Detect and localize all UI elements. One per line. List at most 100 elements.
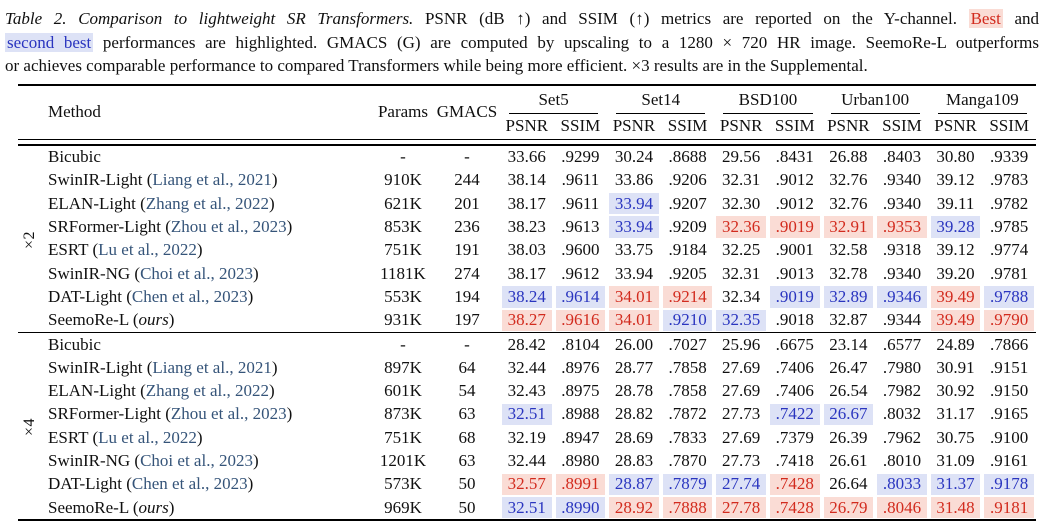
value-cell: .9210 [661, 309, 715, 333]
value-cell: 32.43 [500, 379, 554, 402]
value-cell: .8403 [875, 145, 929, 169]
method-cell: SwinIR-NG (Choi et al., 2023) [42, 449, 372, 472]
value-cell: 32.35 [714, 309, 768, 333]
value-cell: .9774 [982, 239, 1036, 262]
value-cell: 28.87 [607, 473, 661, 496]
value-cell: .9178 [982, 473, 1036, 496]
value-cell: 39.12 [929, 169, 983, 192]
citation[interactable]: Choi et al., 2023 [140, 264, 253, 283]
citation[interactable]: Liang et al., 2021 [152, 358, 271, 377]
value-cell: .9340 [875, 169, 929, 192]
method-name: Bicubic [48, 335, 101, 354]
value-cell: .9790 [982, 309, 1036, 333]
method-name: SeemoRe-L [48, 498, 129, 517]
method-cell: DAT-Light (Chen et al., 2023) [42, 285, 372, 308]
value-cell: .7858 [661, 356, 715, 379]
value-cell: .8988 [554, 403, 608, 426]
gmacs-cell: 63 [434, 403, 500, 426]
value-cell: 24.89 [929, 333, 983, 356]
value-cell: .9012 [768, 192, 822, 215]
value-cell: 32.44 [500, 356, 554, 379]
value-cell: .9782 [982, 192, 1036, 215]
value-cell: .9616 [554, 309, 608, 333]
value-cell: 32.78 [822, 262, 876, 285]
citation[interactable]: Zhang et al., 2022 [146, 194, 269, 213]
metric-subheader: PSNR [500, 114, 554, 140]
value-cell: 30.24 [607, 145, 661, 169]
params-cell: 897K [372, 356, 434, 379]
value-cell: 32.91 [822, 215, 876, 238]
value-cell: .7406 [768, 379, 822, 402]
value-cell: .7027 [661, 333, 715, 356]
citation[interactable]: Zhou et al., 2023 [171, 404, 287, 423]
value-cell: 26.47 [822, 356, 876, 379]
value-cell: .9150 [982, 379, 1036, 402]
value-cell: 39.20 [929, 262, 983, 285]
method-cell: SwinIR-Light (Liang et al., 2021) [42, 169, 372, 192]
gmacs-cell: 54 [434, 379, 500, 402]
gmacs-cell: 63 [434, 449, 500, 472]
value-cell: .9785 [982, 215, 1036, 238]
value-cell: 26.39 [822, 426, 876, 449]
value-cell: 34.01 [607, 285, 661, 308]
dataset-header-label: Set5 [509, 90, 598, 114]
gmacs-cell: 191 [434, 239, 500, 262]
citation[interactable]: Liang et al., 2021 [152, 170, 271, 189]
method-cell: DAT-Light (Chen et al., 2023) [42, 473, 372, 496]
citation[interactable]: Chen et al., 2023 [132, 287, 248, 306]
method-name: SwinIR-Light [48, 358, 142, 377]
value-cell: .7428 [768, 473, 822, 496]
ours-label: ours [139, 310, 169, 329]
value-cell: 27.73 [714, 449, 768, 472]
value-cell: .9206 [661, 169, 715, 192]
value-cell: 31.09 [929, 449, 983, 472]
value-cell: 32.31 [714, 262, 768, 285]
params-cell: - [372, 333, 434, 356]
method-cell: SeemoRe-L (ours) [42, 309, 372, 333]
citation[interactable]: Zhou et al., 2023 [171, 217, 287, 236]
value-cell: 32.51 [500, 403, 554, 426]
value-cell: .8980 [554, 449, 608, 472]
value-cell: .7379 [768, 426, 822, 449]
value-cell: .7418 [768, 449, 822, 472]
value-cell: 27.73 [714, 403, 768, 426]
value-cell: .9001 [768, 239, 822, 262]
metric-subheader: SSIM [661, 114, 715, 140]
value-cell: 27.78 [714, 496, 768, 520]
params-cell: 931K [372, 309, 434, 333]
col-header-params: Params [372, 85, 434, 140]
value-cell: .7858 [661, 379, 715, 402]
value-cell: 28.77 [607, 356, 661, 379]
method-cell: ESRT (Lu et al., 2022) [42, 239, 372, 262]
value-cell: 32.19 [500, 426, 554, 449]
value-cell: 38.14 [500, 169, 554, 192]
value-cell: 33.75 [607, 239, 661, 262]
citation[interactable]: Lu et al., 2022 [98, 240, 197, 259]
citation[interactable]: Zhang et al., 2022 [146, 381, 269, 400]
value-cell: .7428 [768, 496, 822, 520]
citation[interactable]: Chen et al., 2023 [132, 474, 248, 493]
value-cell: 39.11 [929, 192, 983, 215]
citation[interactable]: Lu et al., 2022 [98, 428, 197, 447]
value-cell: 32.25 [714, 239, 768, 262]
value-cell: .9344 [875, 309, 929, 333]
params-cell: 969K [372, 496, 434, 520]
value-cell: .9019 [768, 215, 822, 238]
value-cell: 28.69 [607, 426, 661, 449]
method-name: SRFormer-Light [48, 404, 161, 423]
value-cell: 28.92 [607, 496, 661, 520]
value-cell: 32.34 [714, 285, 768, 308]
value-cell: 32.87 [822, 309, 876, 333]
gmacs-cell: 50 [434, 496, 500, 520]
value-cell: .9788 [982, 285, 1036, 308]
method-name: SRFormer-Light [48, 217, 161, 236]
gmacs-cell: - [434, 333, 500, 356]
citation[interactable]: Choi et al., 2023 [140, 451, 253, 470]
gmacs-cell: 68 [434, 426, 500, 449]
value-cell: .8046 [875, 496, 929, 520]
value-cell: 38.17 [500, 192, 554, 215]
value-cell: .8990 [554, 496, 608, 520]
